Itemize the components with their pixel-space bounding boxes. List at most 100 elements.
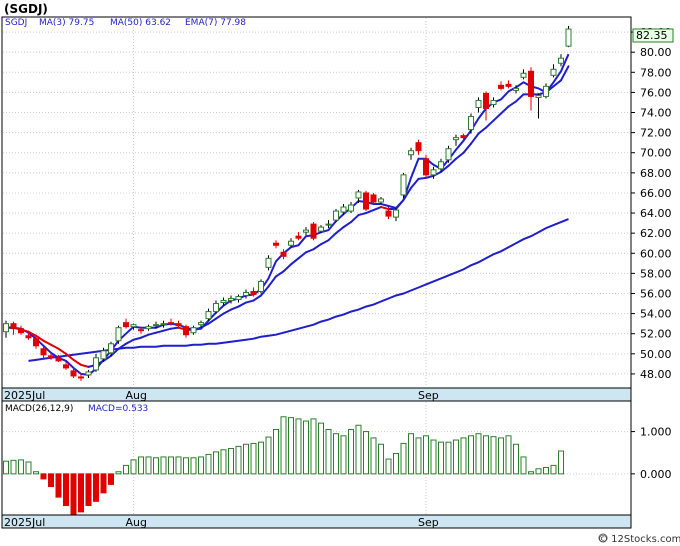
ema7-segment: [470, 132, 480, 145]
candle-body: [198, 322, 204, 326]
ema7-segment: [215, 312, 225, 320]
ema7-segment: [35, 334, 45, 342]
candle: [438, 158, 444, 172]
macd-bar: [250, 442, 257, 475]
macd-bar: [48, 473, 54, 488]
candle-body: [483, 92, 489, 109]
candle: [3, 320, 9, 338]
ma3-line-layer: [6, 53, 570, 376]
candle-body: [175, 323, 182, 327]
candle: [348, 201, 354, 214]
macd-bar: [408, 433, 414, 475]
candle-body: [333, 210, 339, 221]
macd-date-strip: [1, 514, 632, 529]
candle: [63, 361, 69, 370]
candle-body: [543, 85, 549, 97]
macd-bar: [498, 437, 504, 475]
price-x-label: Sep: [418, 389, 439, 402]
candle: [303, 227, 309, 236]
candle-body: [18, 328, 24, 334]
candle: [243, 289, 249, 299]
legend-ema7: EMA(7) 77.98: [185, 18, 246, 28]
ema7-segment: [65, 352, 75, 361]
candle-body: [460, 135, 467, 139]
candle: [198, 320, 204, 328]
candle-body: [408, 150, 414, 156]
macd-bar: [25, 461, 32, 475]
macd-bar: [100, 473, 107, 494]
candle-body: [115, 327, 122, 342]
ema7-segment: [237, 301, 247, 308]
candle: [558, 54, 564, 67]
candle: [175, 320, 182, 329]
candle-body: [220, 300, 227, 304]
ema7-segment: [440, 164, 450, 173]
candle-body: [3, 323, 9, 333]
macd-bar: [265, 436, 272, 475]
candle-body: [535, 94, 542, 98]
candle-body: [250, 290, 257, 295]
candle: [400, 172, 407, 198]
candle: [468, 113, 474, 134]
price-tick-label: 50.00: [640, 348, 672, 361]
candle-body: [295, 235, 302, 239]
candle: [55, 354, 62, 362]
candle-body: [123, 322, 129, 328]
candle: [115, 325, 122, 344]
candle-body: [145, 326, 152, 330]
candle: [123, 318, 129, 329]
candle: [40, 346, 47, 358]
candle: [288, 238, 294, 248]
candle-body: [370, 194, 377, 203]
candle: [145, 324, 152, 331]
candle-body: [265, 257, 272, 268]
ema7-segment: [515, 93, 525, 103]
macd-bar: [10, 459, 17, 475]
ema7-segment: [410, 177, 420, 189]
candle: [325, 220, 332, 229]
price-grid: [3, 18, 630, 387]
price-legend: SGDJ MA(3) 79.75 MA(50) 63.62 EMA(7) 77.…: [5, 18, 246, 28]
candle: [18, 325, 24, 335]
candle-body: [505, 83, 512, 87]
price-tick-label: 68.00: [640, 167, 672, 180]
candle-body: [415, 142, 422, 152]
candle: [318, 225, 324, 234]
candle-body: [93, 357, 99, 371]
macd-bar: [130, 459, 137, 475]
candle: [415, 139, 422, 155]
candle: [460, 133, 467, 140]
legend-symbol: SGDJ: [5, 18, 27, 28]
candle-body: [558, 57, 564, 64]
ema7-segment: [80, 363, 90, 368]
ema7-segment: [207, 317, 217, 325]
macd-bar: [535, 468, 542, 475]
candle-body: [348, 204, 354, 212]
macd-x-axis-labels: 2025JulAugSepOct: [4, 516, 439, 529]
macd-bar: [213, 451, 219, 475]
macd-bar: [490, 436, 497, 475]
macd-bar: [33, 471, 39, 475]
candle-body: [468, 116, 474, 131]
candle: [475, 97, 482, 113]
macd-bar: [280, 416, 287, 475]
macd-bars-layer: [3, 416, 564, 515]
macd-bar: [558, 450, 564, 475]
price-tick-label: 54.00: [640, 308, 672, 321]
candle-body: [70, 370, 77, 377]
macd-bar: [378, 443, 384, 475]
candle-body: [325, 223, 332, 226]
price-tick-label: 78.00: [640, 66, 672, 79]
candle: [445, 145, 452, 163]
ema7-segment: [140, 333, 150, 339]
candle: [535, 93, 542, 119]
macd-legend-value: MACD=0.533: [88, 404, 148, 414]
candle-body: [168, 322, 174, 325]
candle: [213, 300, 219, 314]
ema7-segment: [477, 126, 487, 135]
candle: [423, 154, 429, 178]
candle-body: [430, 169, 437, 176]
ema7-segment: [222, 308, 232, 315]
macd-bar: [190, 457, 197, 475]
macd-bar: [258, 441, 264, 475]
